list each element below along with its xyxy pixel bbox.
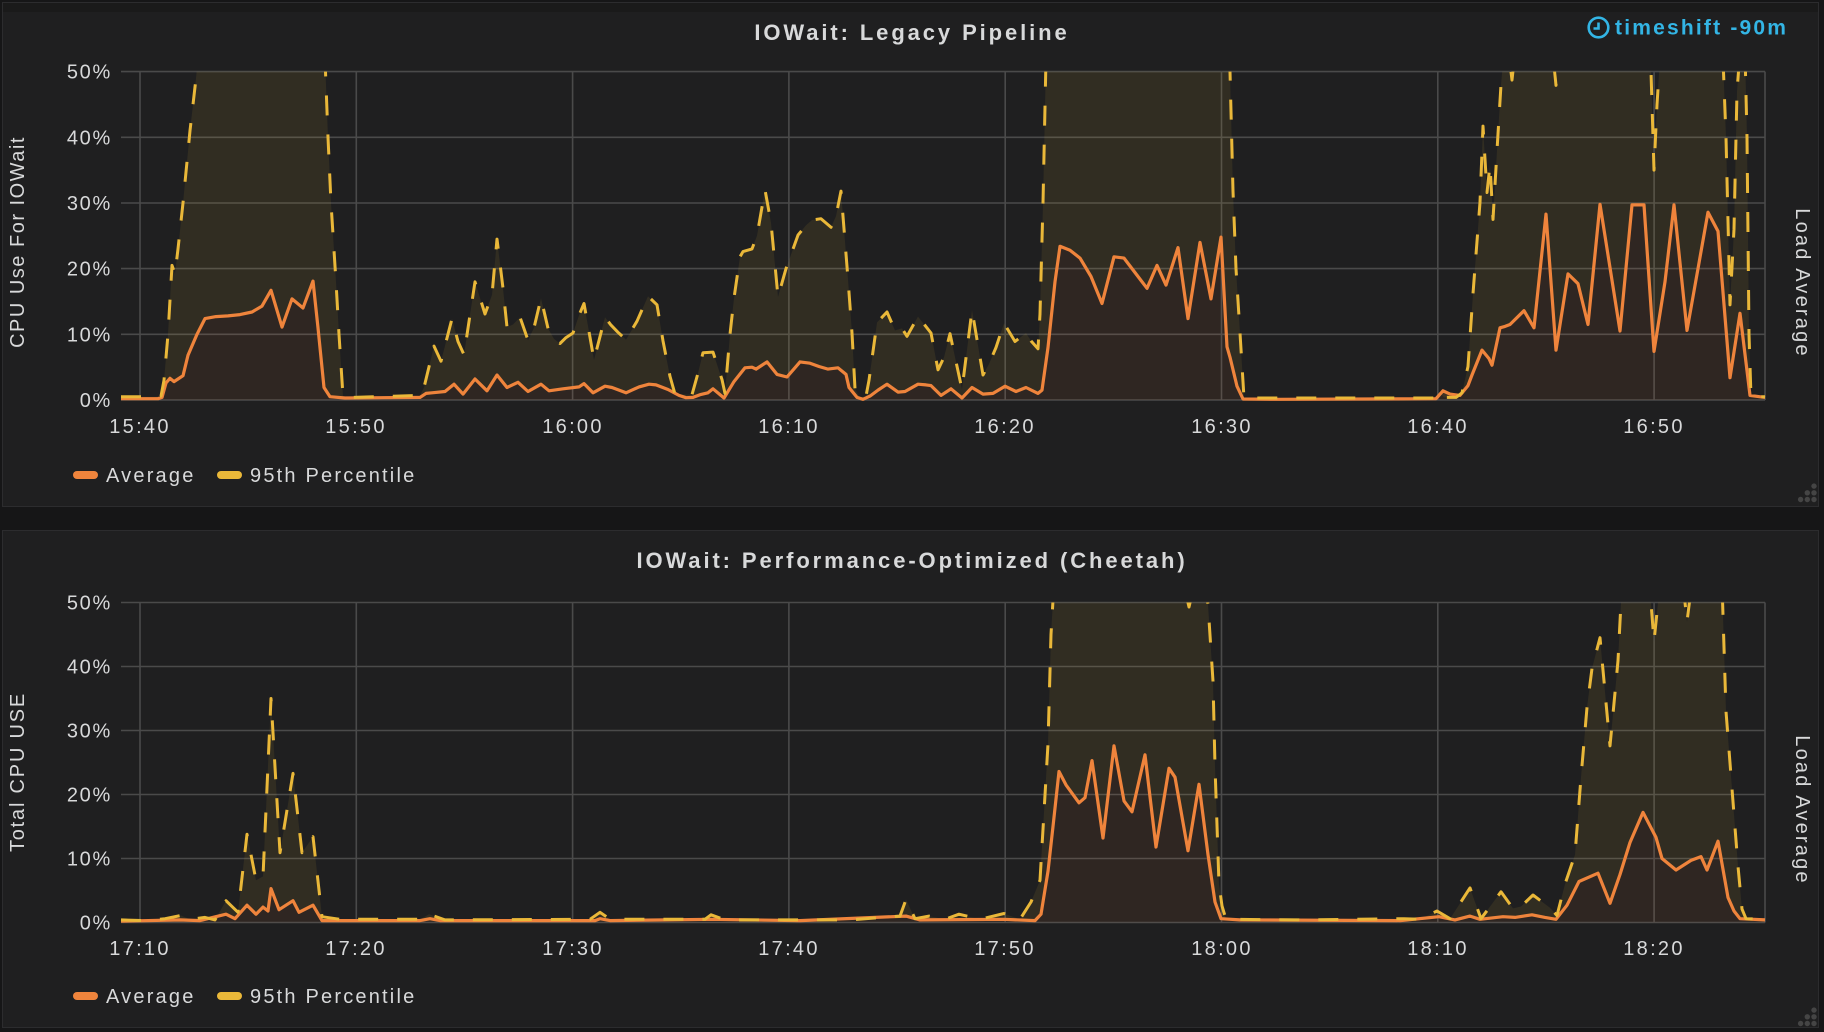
svg-text:17:20: 17:20 bbox=[325, 938, 387, 960]
svg-text:50%: 50% bbox=[67, 62, 112, 84]
svg-text:0%: 0% bbox=[80, 913, 112, 935]
svg-text:50%: 50% bbox=[67, 593, 112, 615]
svg-text:40%: 40% bbox=[67, 127, 112, 149]
svg-text:17:40: 17:40 bbox=[758, 938, 820, 960]
svg-text:16:30: 16:30 bbox=[1191, 416, 1253, 438]
svg-text:Load Average: Load Average bbox=[1791, 208, 1813, 357]
svg-text:17:10: 17:10 bbox=[109, 938, 171, 960]
svg-text:15:50: 15:50 bbox=[325, 416, 387, 438]
svg-text:95th Percentile: 95th Percentile bbox=[250, 986, 416, 1008]
svg-text:30%: 30% bbox=[67, 193, 112, 215]
svg-text:10%: 10% bbox=[67, 849, 112, 871]
svg-text:17:50: 17:50 bbox=[974, 938, 1036, 960]
svg-text:Total CPU USE: Total CPU USE bbox=[7, 692, 29, 852]
svg-text:Load Average: Load Average bbox=[1791, 735, 1813, 884]
svg-text:16:40: 16:40 bbox=[1407, 416, 1469, 438]
svg-text:CPU Use For IOWait: CPU Use For IOWait bbox=[7, 136, 29, 348]
svg-text:95th Percentile: 95th Percentile bbox=[250, 465, 416, 487]
svg-text:10%: 10% bbox=[67, 324, 112, 346]
svg-text:timeshift -90m: timeshift -90m bbox=[1615, 17, 1788, 40]
svg-text:IOWait: Legacy Pipeline: IOWait: Legacy Pipeline bbox=[754, 20, 1069, 45]
svg-text:40%: 40% bbox=[67, 657, 112, 679]
svg-text:18:00: 18:00 bbox=[1191, 938, 1253, 960]
svg-text:15:40: 15:40 bbox=[109, 416, 171, 438]
svg-text:20%: 20% bbox=[67, 785, 112, 807]
svg-text:20%: 20% bbox=[67, 259, 112, 281]
svg-text:17:30: 17:30 bbox=[542, 938, 604, 960]
svg-text:Average: Average bbox=[106, 465, 196, 487]
svg-text:16:00: 16:00 bbox=[542, 416, 604, 438]
svg-text:16:10: 16:10 bbox=[758, 416, 820, 438]
svg-text:Average: Average bbox=[106, 986, 196, 1008]
svg-text:18:20: 18:20 bbox=[1623, 938, 1685, 960]
svg-text:16:50: 16:50 bbox=[1623, 416, 1685, 438]
svg-text:30%: 30% bbox=[67, 721, 112, 743]
svg-text:18:10: 18:10 bbox=[1407, 938, 1469, 960]
svg-text:16:20: 16:20 bbox=[974, 416, 1036, 438]
svg-text:0%: 0% bbox=[80, 390, 112, 412]
svg-text:IOWait: Performance-Optimized: IOWait: Performance-Optimized (Cheetah) bbox=[636, 548, 1187, 573]
